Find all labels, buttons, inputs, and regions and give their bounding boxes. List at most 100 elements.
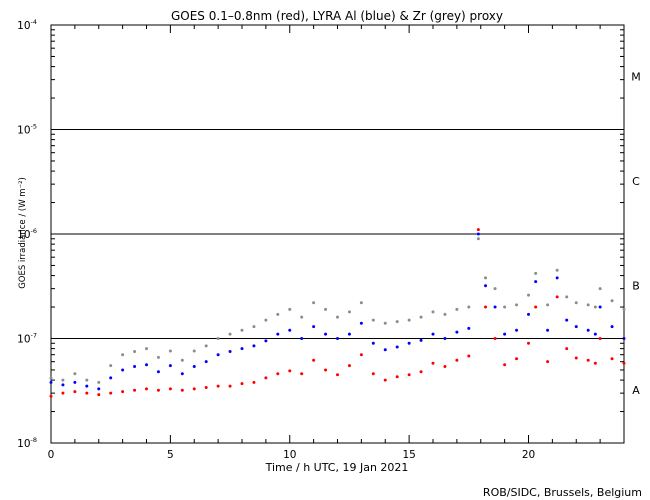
data-point: [371, 318, 375, 322]
data-point: [288, 328, 292, 332]
data-point: [133, 350, 137, 354]
data-point: [347, 332, 351, 336]
data-point: [443, 364, 447, 368]
data-point: [574, 301, 578, 305]
data-point: [574, 325, 578, 329]
data-point: [121, 353, 125, 357]
data-point: [359, 301, 363, 305]
data-point: [264, 318, 268, 322]
data-point: [395, 345, 399, 349]
data-point: [300, 337, 304, 340]
data-point: [216, 353, 220, 357]
data-point: [565, 347, 569, 351]
data-point: [598, 337, 602, 340]
data-point: [276, 372, 280, 376]
data-point: [288, 369, 292, 373]
x-tick-label: 10: [283, 449, 296, 461]
series-0: [49, 228, 626, 398]
series-1: [49, 232, 626, 391]
data-point: [546, 360, 550, 364]
flare-class-label: M: [631, 71, 641, 84]
data-point: [555, 276, 559, 280]
data-point: [431, 332, 435, 336]
x-tick-label: 15: [402, 449, 415, 461]
data-point: [49, 394, 53, 398]
data-point: [97, 393, 101, 397]
data-point: [515, 357, 519, 361]
data-point: [527, 312, 530, 316]
flare-class-label: A: [632, 384, 640, 397]
data-point: [610, 325, 614, 329]
data-point: [216, 337, 220, 340]
data-point: [168, 349, 172, 353]
data-point: [419, 370, 423, 374]
data-point: [431, 310, 435, 314]
data-point: [610, 299, 614, 303]
data-point: [347, 364, 351, 368]
data-point: [121, 390, 125, 394]
data-point: [484, 305, 488, 309]
data-point: [467, 305, 471, 309]
data-point: [109, 376, 113, 380]
data-point: [73, 390, 77, 394]
data-point: [240, 328, 244, 332]
y-tick-label: 10-8: [17, 436, 37, 450]
data-point: [455, 358, 459, 362]
data-point: [97, 387, 101, 391]
flare-class-label: B: [632, 280, 640, 293]
data-point: [593, 361, 597, 365]
data-point: [324, 368, 328, 372]
data-point: [527, 293, 530, 297]
data-point: [97, 380, 101, 384]
data-point: [312, 301, 316, 305]
data-point: [371, 372, 375, 376]
data-point: [371, 341, 375, 345]
data-point: [476, 228, 480, 232]
data-point: [546, 328, 550, 332]
data-point: [192, 349, 196, 353]
axes-layer: 0 5 10 15 20 10-8 10-7 10-6 10-5 10-4 A B C M: [17, 18, 641, 461]
data-point: [347, 310, 351, 314]
data-point: [228, 332, 232, 336]
data-point: [145, 347, 148, 351]
data-point: [395, 320, 399, 324]
data-point: [527, 341, 530, 345]
data-point: [586, 328, 590, 332]
data-point: [476, 232, 480, 236]
data-point: [288, 307, 292, 311]
data-point: [622, 307, 626, 311]
y-tick-label: 10-5: [17, 123, 37, 137]
data-point: [395, 375, 399, 379]
data-point: [493, 287, 497, 291]
y-tick-label: 10-7: [17, 332, 37, 346]
x-tick-label: 20: [522, 449, 535, 461]
data-point: [168, 387, 172, 391]
data-point: [534, 305, 538, 309]
data-point: [336, 315, 339, 319]
data-point: [121, 368, 125, 372]
data-point: [493, 337, 497, 340]
data-point: [534, 280, 538, 284]
data-point: [264, 376, 268, 380]
data-point: [383, 348, 387, 352]
data-point: [180, 388, 184, 392]
data-point: [61, 378, 65, 382]
data-point: [443, 312, 447, 316]
y-tick-label: 10-6: [17, 227, 37, 241]
data-point: [383, 321, 387, 325]
x-axis-label: Time / h UTC, 19 Jan 2021: [265, 461, 409, 474]
data-point: [383, 378, 387, 382]
data-point: [228, 384, 232, 388]
data-point: [73, 380, 77, 384]
data-point: [276, 332, 280, 336]
data-point: [503, 305, 507, 309]
data-point: [204, 385, 208, 389]
data-point: [61, 391, 65, 395]
data-point: [168, 364, 172, 368]
data-point: [610, 357, 614, 361]
data-point: [240, 347, 244, 351]
data-point: [49, 376, 53, 380]
data-point: [336, 337, 339, 340]
data-point: [204, 344, 208, 348]
